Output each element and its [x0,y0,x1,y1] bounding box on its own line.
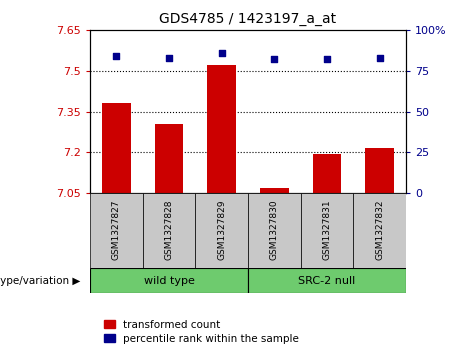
Text: SRC-2 null: SRC-2 null [298,276,355,286]
Bar [248,268,406,293]
Text: GSM1327831: GSM1327831 [323,199,331,260]
Bar [195,193,248,268]
Bar [365,148,394,193]
Bar [90,193,142,268]
Point [376,55,384,61]
Point [112,53,120,59]
Bar [142,193,195,268]
Text: GSM1327827: GSM1327827 [112,199,121,260]
Text: GSM1327832: GSM1327832 [375,199,384,260]
Text: GSM1327828: GSM1327828 [165,199,173,260]
Bar [353,193,406,268]
Text: wild type: wild type [143,276,195,286]
Bar [248,193,301,268]
Title: GDS4785 / 1423197_a_at: GDS4785 / 1423197_a_at [160,12,337,26]
Text: genotype/variation ▶: genotype/variation ▶ [0,276,81,286]
Bar [154,124,183,193]
Point [271,56,278,62]
Bar [313,154,342,193]
Bar [102,103,131,193]
Text: GSM1327829: GSM1327829 [217,199,226,260]
Point [218,50,225,56]
Legend: transformed count, percentile rank within the sample: transformed count, percentile rank withi… [105,319,299,344]
Bar [90,268,248,293]
Bar [207,65,236,193]
Bar [260,188,289,193]
Point [165,55,173,61]
Point [323,56,331,62]
Text: GSM1327830: GSM1327830 [270,199,279,260]
Bar [301,193,353,268]
